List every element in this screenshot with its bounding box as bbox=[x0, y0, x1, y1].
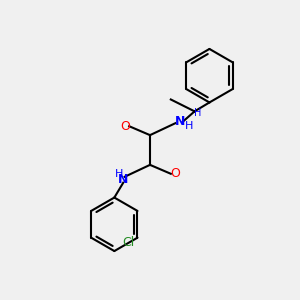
Text: H: H bbox=[115, 169, 123, 179]
Text: N: N bbox=[118, 173, 128, 186]
Text: H: H bbox=[194, 108, 201, 118]
Text: Cl: Cl bbox=[122, 236, 135, 249]
Text: N: N bbox=[175, 115, 185, 128]
Text: H: H bbox=[184, 121, 193, 131]
Text: O: O bbox=[120, 120, 130, 133]
Text: O: O bbox=[170, 167, 180, 180]
